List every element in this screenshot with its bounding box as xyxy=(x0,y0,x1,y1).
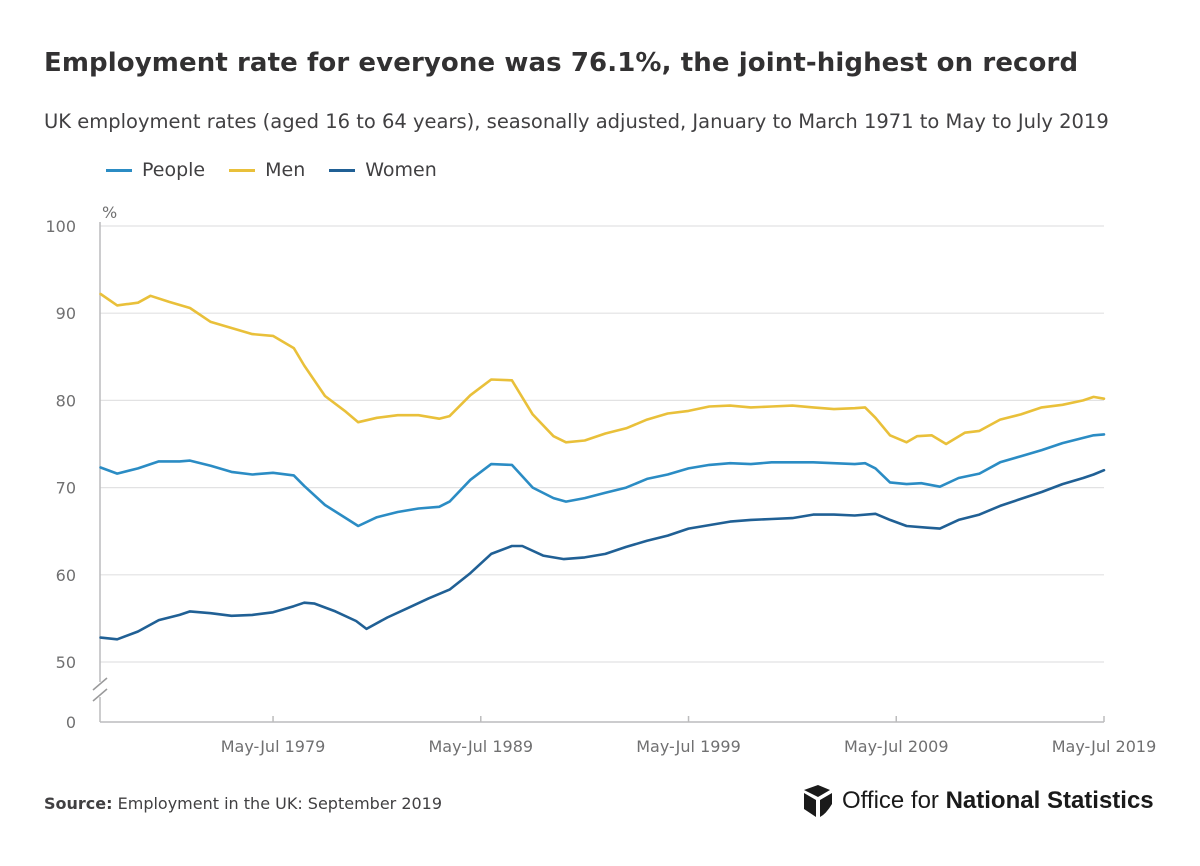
ons-logo-text: Office for National Statistics xyxy=(842,787,1154,815)
x-tick-label-3: May-Jul 2009 xyxy=(844,737,949,756)
ons-logo-icon xyxy=(804,785,832,817)
y-tick-label-70: 70 xyxy=(56,479,76,498)
chart-subtitle: UK employment rates (aged 16 to 64 years… xyxy=(44,110,1109,133)
y-tick-label-80: 80 xyxy=(56,391,76,410)
axis-break-mark-2 xyxy=(92,688,108,702)
y-tick-label-60: 60 xyxy=(56,566,76,585)
source-note: Source: Employment in the UK: September … xyxy=(44,794,442,813)
series-line-women xyxy=(99,468,1106,641)
x-tick-label-4: May-Jul 2019 xyxy=(1052,737,1157,756)
logo-text-light: Office for xyxy=(842,787,946,814)
logo-text-bold: National Statistics xyxy=(945,787,1154,814)
chart-title: Employment rate for everyone was 76.1%, … xyxy=(44,48,1079,78)
legend-swatch-men xyxy=(229,168,256,172)
ons-logo: Office for National Statistics xyxy=(802,784,1154,818)
legend-item-men: Men xyxy=(229,159,305,181)
y-tick-label-100: 100 xyxy=(45,217,76,236)
legend-label-women: Women xyxy=(365,159,437,181)
axis-break-mark-1 xyxy=(92,677,108,691)
y-tick-label-0: 0 xyxy=(66,713,76,732)
y-tick-label-90: 90 xyxy=(56,304,76,323)
source-label: Source: xyxy=(44,794,113,813)
x-tick-label-1: May-Jul 1989 xyxy=(428,737,533,756)
legend-item-women: Women xyxy=(329,159,437,181)
legend-swatch-women xyxy=(329,168,356,172)
series-line-people xyxy=(99,433,1106,528)
legend-item-people: People xyxy=(106,159,205,181)
line-chart: 0 50 60 70 80 90 100% May-Jul 1979 May-Jul 1989 M… xyxy=(45,203,1157,756)
y-tick-label-50: 50 xyxy=(56,653,76,672)
x-tick-label-0: May-Jul 1979 xyxy=(221,737,326,756)
chart-legend: People Men Women xyxy=(106,159,461,181)
legend-swatch-people xyxy=(106,168,132,172)
x-tick-label-2: May-Jul 1999 xyxy=(636,737,741,756)
legend-label-men: Men xyxy=(265,159,306,181)
source-text: Employment in the UK: September 2019 xyxy=(112,794,443,813)
series-line-men xyxy=(99,292,1106,446)
y-unit-label: % xyxy=(102,203,117,222)
legend-label-people: People xyxy=(142,159,206,181)
